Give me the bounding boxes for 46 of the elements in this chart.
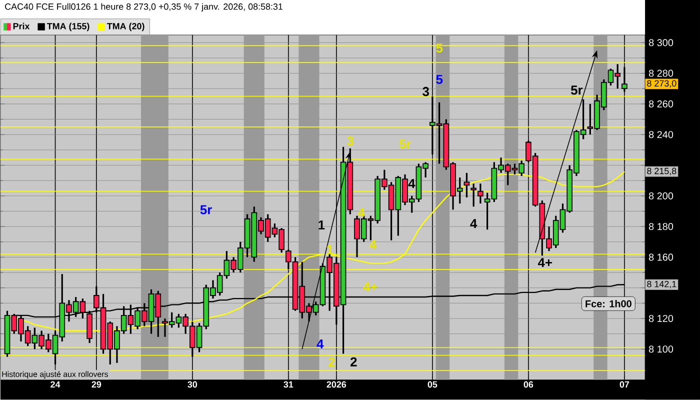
y-tick-label: 8 200 <box>648 192 674 200</box>
candlestick <box>470 182 477 208</box>
text: 8 215,8 <box>647 168 676 176</box>
candlestick <box>464 172 470 198</box>
text: 8 273,0 <box>647 80 676 88</box>
annotation: 1 <box>327 245 334 254</box>
y-tick-label: 8 120 <box>648 315 674 322</box>
x-tick-label: 06 <box>524 381 534 388</box>
legend-label: TMA (20) <box>106 22 144 32</box>
annotation: 4 <box>316 340 324 349</box>
y-tick-label: 8 240 <box>648 131 674 138</box>
legend-label: Prix <box>13 22 30 30</box>
y-tick-label: 8 300 <box>648 39 674 46</box>
annotation: 4+ <box>363 282 378 292</box>
annotation: 5r <box>570 86 583 95</box>
chart-title: CAC40 FCE Full0126 1 heure 8 273,0 +0,35 % 7 janv. 2026, 08:58:31 <box>5 3 283 12</box>
annotation: 4 <box>408 179 416 188</box>
annotation: 1 <box>318 220 325 230</box>
x-tick-label: 30 <box>188 381 198 388</box>
y-tick-label: 8 280 <box>648 70 674 77</box>
annotation: 5 <box>436 75 443 84</box>
annotation: 4+ <box>538 258 552 268</box>
x-tick-label: 31 <box>284 381 294 388</box>
annotation: 2 <box>328 357 335 366</box>
annotation: 2 <box>350 357 357 366</box>
annotation: 5 <box>436 44 443 53</box>
legend-label: TMA (155) <box>46 22 90 32</box>
annotation: 5r <box>200 205 212 214</box>
annotation: 4 <box>370 240 377 250</box>
annotation: 3 <box>347 136 354 146</box>
x-tick-label: 05 <box>428 381 438 388</box>
annotation: Fce: 1h00 <box>586 300 632 308</box>
candlestick <box>478 182 484 204</box>
x-tick-label: 24 <box>50 381 60 388</box>
x-tick-label: 07 <box>620 381 630 388</box>
annotation: 5r <box>400 140 412 149</box>
x-tick-label: 29 <box>92 381 102 388</box>
y-tick-label: 8 100 <box>648 346 674 353</box>
y-tick-label: 8 260 <box>648 100 674 108</box>
y-tick-label: 8 160 <box>648 254 674 261</box>
x-tick-label: 2026 <box>326 381 346 388</box>
annotation: 3 <box>422 87 429 96</box>
annotation: 4 <box>470 219 478 228</box>
annotation: 4 <box>358 208 365 218</box>
y-tick-label: 8 180 <box>648 223 674 230</box>
text: 8 142,1 <box>647 281 676 288</box>
